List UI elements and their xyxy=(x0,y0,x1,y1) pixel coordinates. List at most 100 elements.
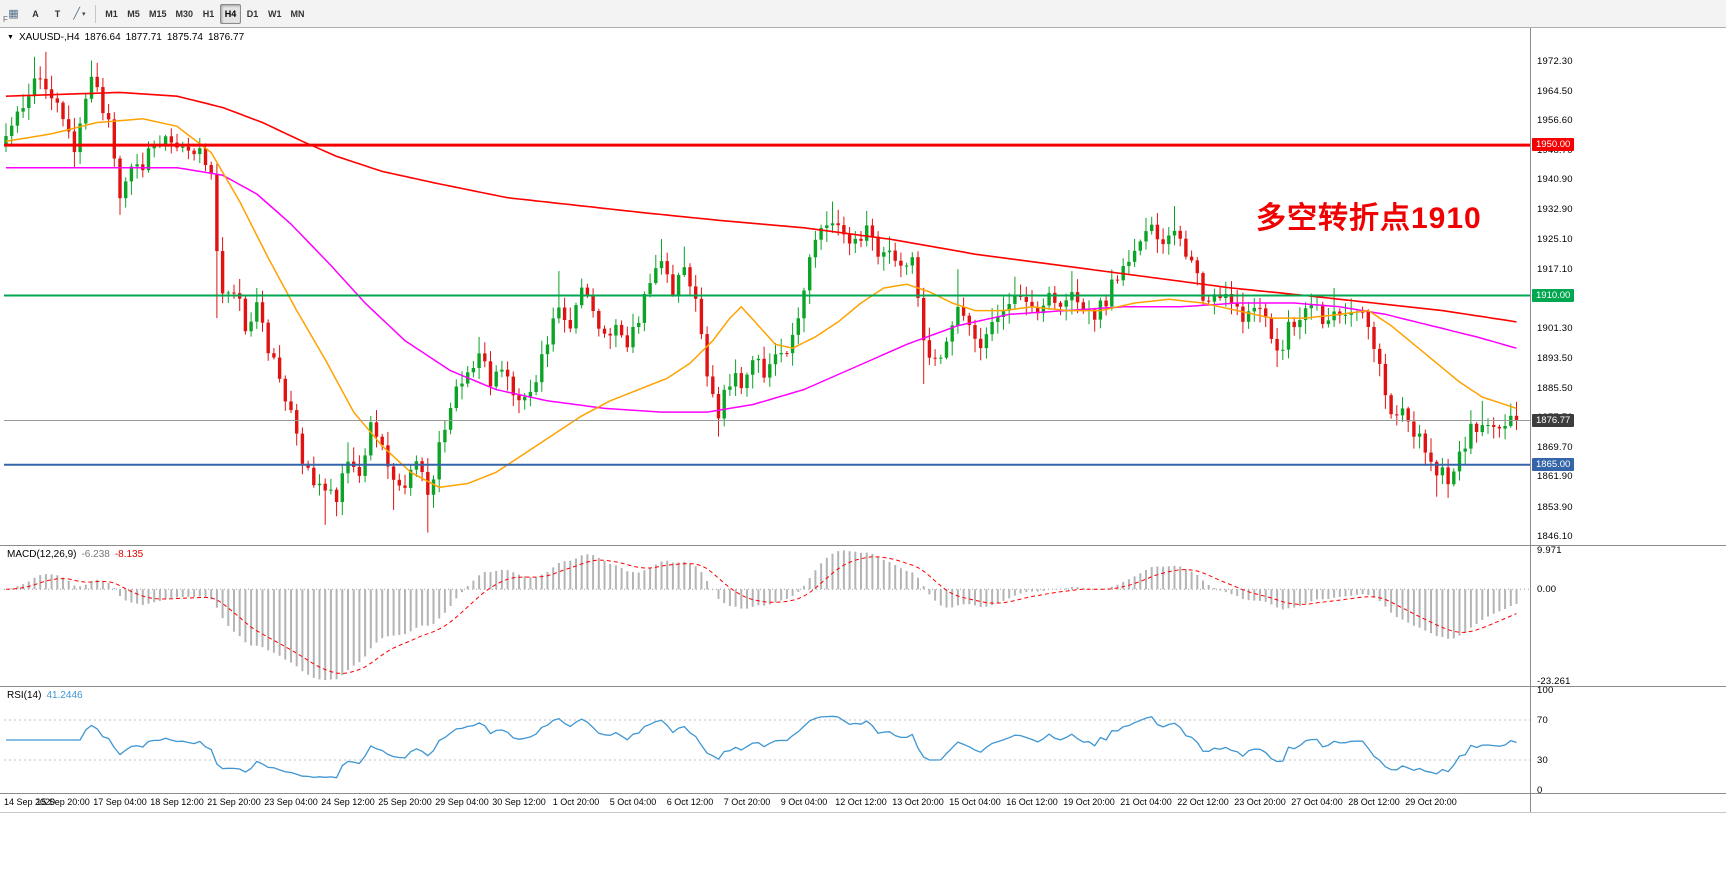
macd-scale-label: 0.00 xyxy=(1537,584,1557,596)
timeframe-buttons: M1 M5 M15 M30 H1 H4 D1 W1 MN xyxy=(101,3,309,24)
time-label: 30 Sep 12:00 xyxy=(492,797,546,807)
timeframe-m1[interactable]: M1 xyxy=(101,4,122,24)
f-label: F xyxy=(3,15,8,24)
rsi-line xyxy=(6,715,1517,779)
timeframe-m30[interactable]: M30 xyxy=(172,4,198,24)
price-scale-label: 1917.10 xyxy=(1537,263,1573,275)
rsi-scale-label: 0 xyxy=(1537,785,1543,796)
macd-panel[interactable] xyxy=(4,546,1530,685)
macd-scale-label: -23.261 xyxy=(1537,676,1571,687)
time-label: 9 Oct 04:00 xyxy=(780,797,828,807)
time-label: 7 Oct 20:00 xyxy=(723,797,771,807)
panel-divider-macd[interactable] xyxy=(0,545,1726,546)
line-tool-icon: ╱ xyxy=(73,8,81,20)
time-label: 25 Sep 20:00 xyxy=(378,797,432,807)
ohlc-low: 1875.74 xyxy=(166,32,203,43)
symbol-period: XAUUSD-,H4 xyxy=(18,32,80,43)
toolbar: ▦ A T ╱ ▾ M1 M5 M15 M30 H1 H4 D1 W1 MN F xyxy=(0,0,1726,28)
chevron-down-icon: ▾ xyxy=(82,10,86,18)
candles xyxy=(4,51,1519,533)
price-scale-label: 1853.90 xyxy=(1537,501,1573,513)
annotation-text: 多空转折点1910 xyxy=(1256,202,1482,235)
rsi-name: RSI(14) xyxy=(7,690,42,701)
chart-title: ▼ XAUUSD-,H4 1876.64 1877.71 1875.74 187… xyxy=(7,32,244,43)
ohlc-open: 1876.64 xyxy=(84,32,121,43)
price-scale-label: 1885.50 xyxy=(1537,382,1573,394)
time-label: 21 Oct 04:00 xyxy=(1120,797,1172,807)
price-scale-label: 1869.70 xyxy=(1537,442,1573,454)
bottom-border xyxy=(0,812,1726,813)
timeframe-m15[interactable]: M15 xyxy=(145,4,171,24)
timeframe-h1[interactable]: H1 xyxy=(198,4,219,24)
macd-scale-label: 9.971 xyxy=(1537,545,1562,556)
price-scale-label: 1940.90 xyxy=(1537,174,1573,186)
price-tag-1950.00: 1950.00 xyxy=(1532,138,1575,152)
time-label: 16 Oct 12:00 xyxy=(1006,797,1058,807)
price-scale-label: 1925.10 xyxy=(1537,233,1573,245)
time-label: 5 Oct 04:00 xyxy=(609,797,657,807)
time-label: 28 Oct 12:00 xyxy=(1348,797,1400,807)
price-scale-label: 1964.50 xyxy=(1537,85,1573,97)
time-label: 14 Sep 2020 xyxy=(4,797,56,807)
time-label: 29 Oct 20:00 xyxy=(1405,797,1457,807)
macd-name: MACD(12,26,9) xyxy=(7,549,77,560)
collapse-icon[interactable]: ▼ xyxy=(7,34,14,41)
timeframe-w1[interactable]: W1 xyxy=(264,4,286,24)
price-scale[interactable]: 1972.301964.501956.601948.701940.901932.… xyxy=(1531,28,1726,813)
time-label: 22 Oct 12:00 xyxy=(1177,797,1229,807)
time-label: 15 Oct 04:00 xyxy=(949,797,1001,807)
time-label: 13 Oct 20:00 xyxy=(892,797,944,807)
drawing-tools-dropdown[interactable]: ╱ ▾ xyxy=(69,4,90,24)
text-annotation-button[interactable]: A xyxy=(25,4,46,24)
price-scale-label: 1901.30 xyxy=(1537,323,1573,335)
macd-value-signal: -8.135 xyxy=(114,549,144,560)
macd-histogram xyxy=(10,550,1518,681)
textbox-button[interactable]: T xyxy=(47,4,68,24)
rsi-panel[interactable] xyxy=(4,687,1530,793)
price-scale-border xyxy=(1530,28,1531,813)
time-label: 21 Sep 20:00 xyxy=(207,797,261,807)
macd-label: MACD(12,26,9) -6.238 -8.135 xyxy=(7,549,143,560)
time-label: 27 Oct 04:00 xyxy=(1291,797,1343,807)
current-price-tag: 1876.77 xyxy=(1532,413,1575,427)
main-chart[interactable] xyxy=(4,30,1530,543)
panel-divider-rsi[interactable] xyxy=(0,686,1726,687)
toolbar-separator xyxy=(95,4,96,23)
ma-fast-orange xyxy=(5,118,1517,489)
price-scale-label: 1846.10 xyxy=(1537,530,1573,542)
rsi-value: 41.2446 xyxy=(46,690,83,701)
time-label: 18 Sep 12:00 xyxy=(150,797,204,807)
time-label: 15 Sep 20:00 xyxy=(36,797,90,807)
rsi-scale-label: 30 xyxy=(1537,755,1548,766)
price-scale-label: 1972.30 xyxy=(1537,56,1573,68)
price-scale-label: 1861.90 xyxy=(1537,471,1573,483)
macd-value-main: -6.238 xyxy=(81,549,110,560)
time-label: 6 Oct 12:00 xyxy=(666,797,714,807)
timeframe-h4[interactable]: H4 xyxy=(220,3,242,24)
templates-icon[interactable]: ▦ xyxy=(3,4,24,24)
timeframe-m5[interactable]: M5 xyxy=(123,4,144,24)
ohlc-high: 1877.71 xyxy=(125,32,162,43)
rsi-scale-label: 100 xyxy=(1537,685,1554,696)
timeframe-d1[interactable]: D1 xyxy=(242,4,263,24)
time-label: 1 Oct 20:00 xyxy=(552,797,600,807)
time-label: 19 Oct 20:00 xyxy=(1063,797,1115,807)
rsi-scale-label: 70 xyxy=(1537,715,1548,726)
time-label: 23 Oct 20:00 xyxy=(1234,797,1286,807)
ohlc-close: 1876.77 xyxy=(207,32,245,43)
time-label: 29 Sep 04:00 xyxy=(435,797,489,807)
time-label: 17 Sep 04:00 xyxy=(93,797,147,807)
time-label: 12 Oct 12:00 xyxy=(835,797,887,807)
ma-mid-magenta xyxy=(6,166,1517,413)
rsi-label: RSI(14) 41.2446 xyxy=(7,690,83,701)
price-scale-label: 1893.50 xyxy=(1537,352,1573,364)
macd-signal-line xyxy=(5,556,1517,675)
price-tag-1910.00: 1910.00 xyxy=(1532,288,1575,302)
price-scale-label: 1932.90 xyxy=(1537,204,1573,216)
time-label: 23 Sep 04:00 xyxy=(264,797,318,807)
price-scale-label: 1956.60 xyxy=(1537,115,1573,127)
time-label: 24 Sep 12:00 xyxy=(321,797,375,807)
time-axis[interactable]: 14 Sep 2020 15 Sep 20:00 17 Sep 04:00 18 Se… xyxy=(0,794,1726,812)
price-tag-1865.00: 1865.00 xyxy=(1532,457,1575,471)
timeframe-mn[interactable]: MN xyxy=(287,4,309,24)
